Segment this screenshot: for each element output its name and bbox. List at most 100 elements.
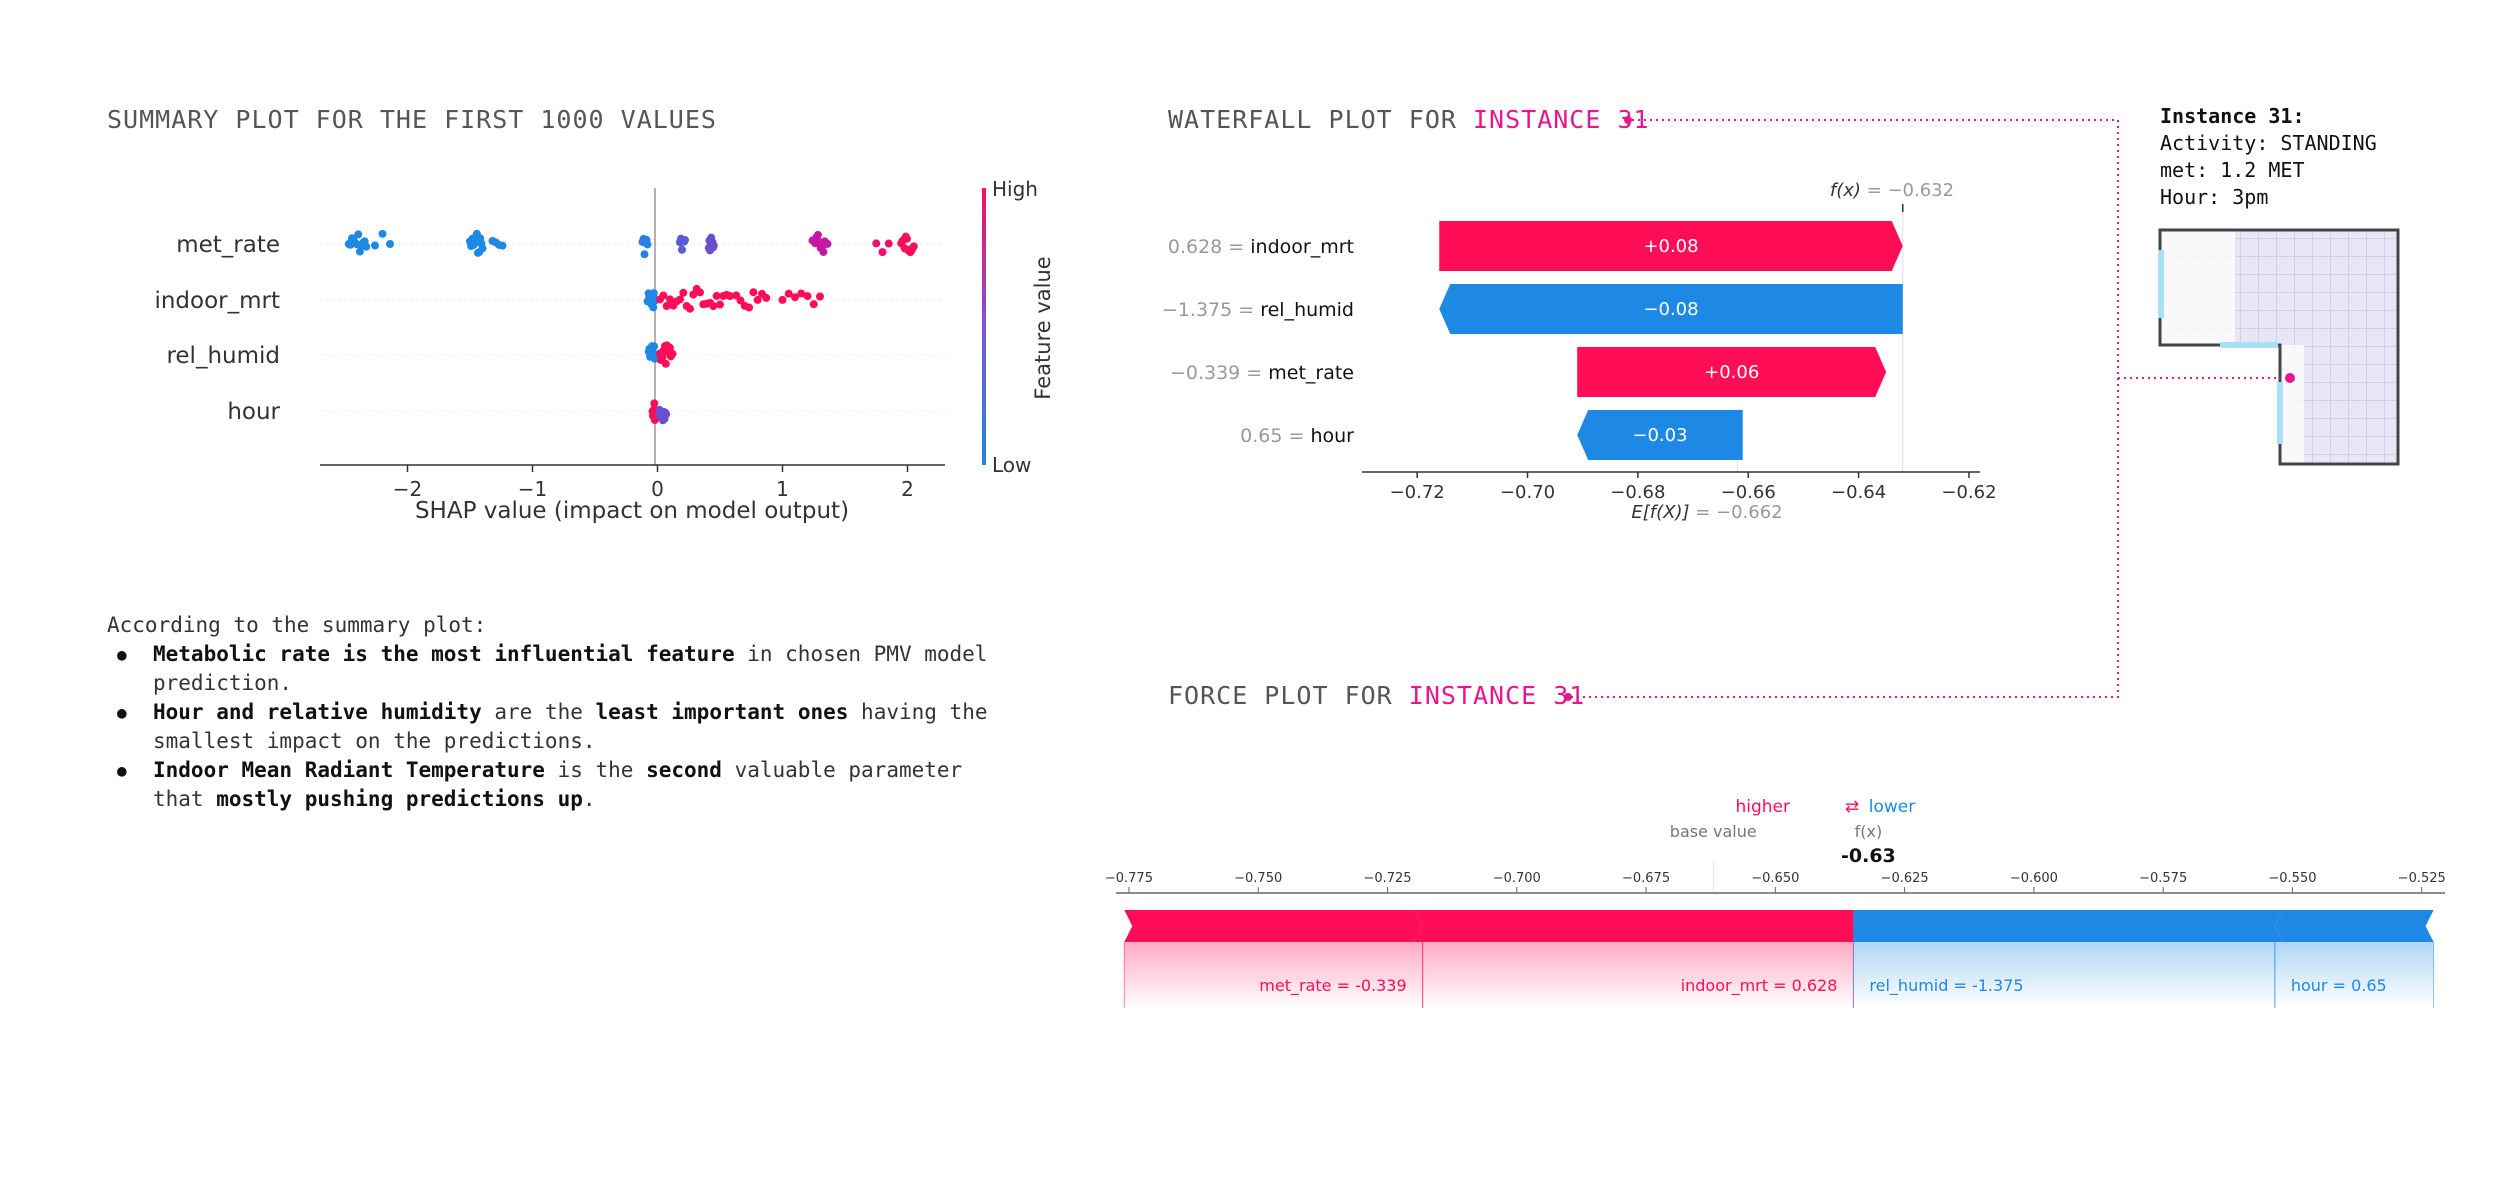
fx-value: -0.63	[1841, 845, 1896, 867]
x-tick-label: −0.625	[1881, 871, 1929, 886]
x-tick-label: −0.62	[1941, 482, 1996, 503]
x-tick-label: −0.675	[1622, 871, 1670, 886]
beeswarm-point	[478, 244, 487, 253]
x-tick-label: −0.66	[1721, 482, 1776, 503]
x-tick-label: −0.750	[1234, 871, 1282, 886]
force-segment-label: hour = 0.65	[2291, 976, 2387, 995]
x-tick-label: −0.68	[1610, 482, 1665, 503]
beeswarm-point	[726, 291, 734, 300]
force-segment	[1853, 910, 2283, 942]
x-tick-label: −0.72	[1390, 482, 1445, 503]
waterfall-plot: +0.08 −0.08 +0.06 −0.03 0.628 = indoor_mrt −…	[1162, 180, 1997, 523]
summary-title: SUMMARY PLOT FOR THE FIRST 1000 VALUES	[107, 105, 717, 134]
beeswarm-point	[681, 235, 689, 244]
fx-label: f(x)	[1855, 822, 1883, 841]
beeswarm-point	[678, 245, 686, 254]
x-tick-label: 2	[901, 477, 914, 501]
waterfall-feature-label: 0.628 = indoor_mrt	[1168, 236, 1354, 258]
x-tick-label: −0.70	[1500, 482, 1555, 503]
higher-label: higher	[1735, 797, 1790, 817]
beeswarm-point	[816, 292, 824, 301]
force-title: FORCE PLOT FOR INSTANCE 31	[1168, 681, 1586, 710]
beeswarm-point	[362, 242, 371, 251]
beeswarm-point	[650, 399, 659, 408]
x-tick-label: −0.550	[2268, 871, 2316, 886]
waterfall-bar-value: +0.08	[1643, 236, 1698, 257]
force-segment	[2274, 910, 2434, 942]
beeswarm-point	[749, 288, 758, 297]
force-segment-label: indoor_mrt = 0.628	[1681, 976, 1838, 996]
fx-label: f(x) = −0.632	[1830, 180, 1954, 201]
x-tick-label: −0.575	[2139, 871, 2187, 886]
bullet-1: Metabolic rate is the most influential f…	[117, 640, 1007, 698]
base-value-label: base value	[1670, 822, 1757, 841]
beeswarm-point	[371, 241, 379, 250]
ex-label: E[f(X)] = −0.662	[1631, 502, 1782, 523]
floor-plan	[2158, 228, 2400, 466]
lower-label: lower	[1869, 797, 1915, 817]
waterfall-bar-value: −0.08	[1643, 299, 1698, 320]
instance-location-marker	[2285, 373, 2295, 383]
beeswarm-point	[712, 291, 721, 300]
beeswarm-point	[736, 296, 745, 305]
waterfall-feature-label: −1.375 = rel_humid	[1162, 299, 1354, 321]
beeswarm-point	[666, 295, 674, 304]
beeswarm-point	[884, 239, 893, 248]
colorbar-title: Feature value	[1031, 256, 1055, 399]
force-segment	[1124, 910, 1423, 942]
beeswarm-point	[791, 293, 799, 302]
instance-title: Instance 31:	[2160, 104, 2305, 128]
beeswarm-point	[797, 289, 806, 298]
waterfall-bar-hour	[1577, 410, 1743, 460]
beeswarm-point	[650, 342, 659, 351]
beeswarm-point	[378, 229, 387, 238]
force-segment-label: rel_humid = -1.375	[1869, 976, 2023, 996]
feature-label-hour: hour	[227, 399, 280, 425]
colorbar-low-label: Low	[992, 453, 1031, 477]
beeswarm-point	[668, 349, 677, 358]
force-segment-shade	[1422, 942, 1854, 1008]
beeswarm-point	[778, 295, 787, 304]
beeswarm-point	[909, 242, 918, 251]
waterfall-feature-label: 0.65 = hour	[1240, 425, 1354, 447]
direction-arrows-icon: ⇄	[1845, 797, 1859, 817]
x-tick-label: −0.700	[1493, 871, 1541, 886]
beeswarm-point	[661, 359, 670, 368]
floor-outline	[2158, 228, 2400, 466]
beeswarm-point	[659, 291, 668, 300]
bullet-2: Hour and relative humidity are the least…	[117, 698, 1007, 756]
bullet-3: Indoor Mean Radiant Temperature is the s…	[117, 756, 1007, 814]
force-segment-shade	[2274, 942, 2434, 1008]
instance-met: met: 1.2 MET	[2160, 158, 2305, 182]
beeswarm-point	[803, 292, 812, 301]
beeswarm-point	[498, 241, 507, 250]
beeswarm-point	[643, 240, 652, 249]
beeswarm-point	[745, 303, 754, 312]
beeswarm-point	[686, 304, 694, 313]
x-tick-label: −1	[518, 477, 547, 501]
beeswarm-point	[762, 293, 771, 302]
beeswarm-point	[878, 248, 887, 257]
beeswarm-point	[709, 302, 718, 311]
feature-label-indoor_mrt: indoor_mrt	[154, 288, 280, 314]
corridor-light-area	[2280, 345, 2304, 464]
beeswarm-point	[640, 250, 649, 259]
beeswarm-point	[819, 247, 828, 256]
feature-label-rel_humid: rel_humid	[166, 343, 280, 369]
beeswarm-point	[679, 288, 688, 297]
x-axis-label: SHAP value (impact on model output)	[415, 498, 849, 524]
window-bottom	[2277, 382, 2283, 444]
beeswarm-point	[662, 410, 671, 419]
force-segment-shade	[1124, 942, 1423, 1008]
force-segment	[1414, 910, 1854, 942]
x-tick-label: −0.775	[1105, 871, 1153, 886]
x-tick-label: 0	[651, 477, 664, 501]
beeswarm-point	[813, 230, 822, 239]
feature-label-met_rate: met_rate	[176, 232, 280, 258]
summary-notes: According to the summary plot: Metabolic…	[107, 611, 1007, 814]
colorbar	[982, 188, 986, 465]
x-tick-label: −0.64	[1831, 482, 1886, 503]
window-mid	[2220, 342, 2278, 348]
